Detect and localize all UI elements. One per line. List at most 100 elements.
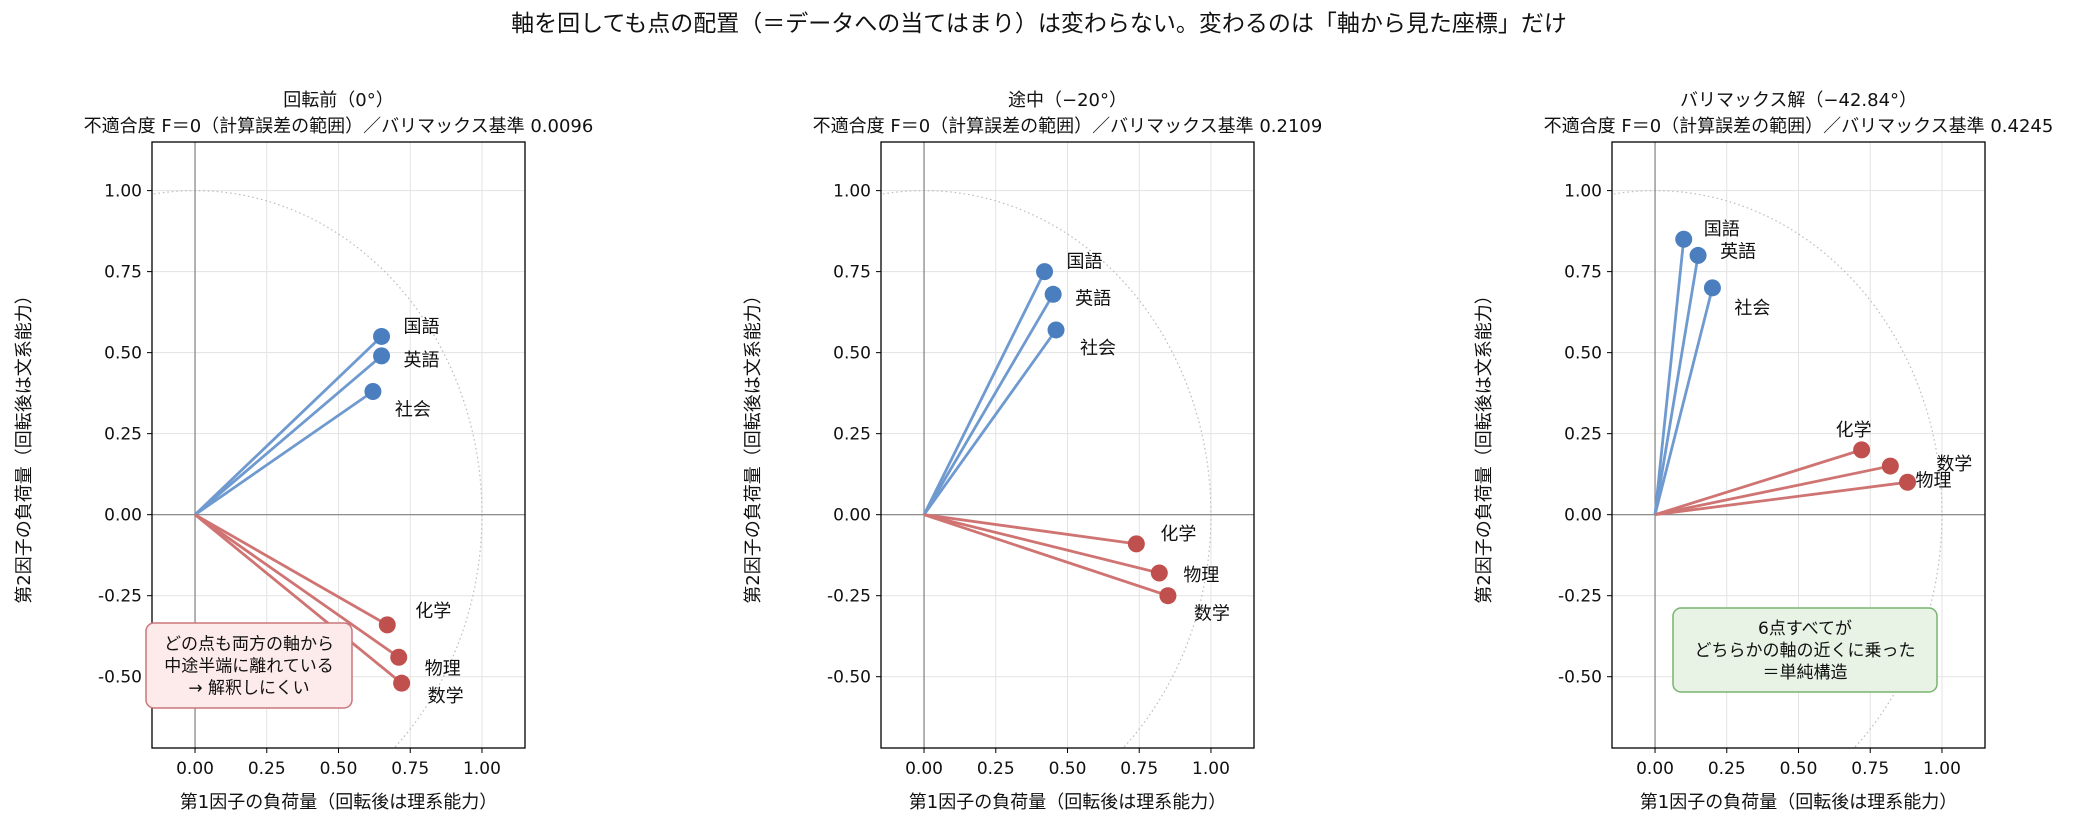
loading-vector (194, 513, 400, 659)
loading-point (1127, 535, 1145, 553)
loading-vector (1654, 448, 1863, 517)
y-tick-label: 0.25 (1564, 425, 1602, 445)
loading-point (378, 616, 396, 634)
point-label: 国語 (1067, 252, 1103, 273)
y-tick-label: -0.50 (98, 668, 142, 688)
x-tick-label: 0.25 (977, 759, 1015, 779)
y-tick-label: -0.50 (1558, 668, 1602, 688)
loading-point (373, 347, 391, 365)
x-tick-label: 0.00 (905, 759, 943, 779)
loading-point (1036, 263, 1054, 281)
loading-point (1899, 473, 1917, 491)
loading-point (373, 327, 391, 345)
loading-vector (923, 513, 1137, 546)
x-tick-label: 1.00 (463, 759, 501, 779)
panel-title: 途中（−20°） (1008, 90, 1127, 111)
loading-vector (923, 513, 1169, 598)
panel-title: バリマックス解（−42.84°） (1680, 90, 1917, 111)
loading-vector (922, 293, 1055, 516)
loading-vector (922, 329, 1058, 516)
loading-point (1047, 321, 1065, 339)
loading-point (1853, 441, 1871, 459)
x-axis-label: 第1因子の負荷量（回転後は理系能力） (1640, 792, 1957, 813)
loading-vector (923, 513, 1160, 575)
point-label: 国語 (404, 316, 440, 337)
point-label: 数学 (428, 686, 464, 707)
loading-vector (922, 271, 1046, 516)
loading-point (364, 383, 382, 401)
x-tick-label: 0.75 (1120, 759, 1158, 779)
x-tick-label: 0.25 (248, 759, 286, 779)
point-label: 化学 (1160, 524, 1196, 545)
x-tick-label: 0.50 (320, 759, 358, 779)
loading-vector (1653, 255, 1700, 515)
y-axis-label: 第2因子の負荷量（回転後は文系能力） (1474, 286, 1495, 603)
x-axis-label: 第1因子の負荷量（回転後は理系能力） (180, 792, 497, 813)
loading-vector (194, 354, 383, 516)
figure-title: 軸を回しても点の配置（＝データへの当てはまり）は変わらない。変わるのは「軸から見… (511, 11, 1567, 37)
x-tick-label: 0.75 (1851, 759, 1889, 779)
y-tick-label: -0.50 (827, 668, 871, 688)
x-tick-label: 0.25 (1708, 759, 1746, 779)
point-label: 社会 (1080, 338, 1116, 359)
y-tick-label: 0.00 (833, 506, 871, 526)
y-tick-label: 1.00 (104, 182, 142, 202)
x-axis-label: 第1因子の負荷量（回転後は理系能力） (909, 792, 1226, 813)
point-label: 数学 (1936, 454, 1972, 475)
loading-point (390, 648, 408, 666)
point-label: 英語 (404, 350, 440, 371)
point-label: 英語 (1720, 241, 1756, 262)
loading-point (393, 674, 411, 692)
y-tick-label: -0.25 (1558, 587, 1602, 607)
x-tick-label: 1.00 (1923, 759, 1961, 779)
y-tick-label: 1.00 (833, 182, 871, 202)
y-axis-label: 第2因子の負荷量（回転後は文系能力） (743, 286, 764, 603)
panel-subtitle: 不適合度 F＝0（計算誤差の範囲）／バリマックス基準 0.2109 (813, 116, 1323, 137)
unit-circle (152, 190, 483, 748)
point-label: 物理 (425, 658, 461, 679)
y-tick-label: 1.00 (1564, 182, 1602, 202)
loading-point (1044, 285, 1062, 303)
panel-subtitle: 不適合度 F＝0（計算誤差の範囲）／バリマックス基準 0.4245 (1544, 116, 2054, 137)
loading-vector (194, 513, 388, 627)
annotation-background (1672, 607, 1938, 693)
y-tick-label: 0.25 (104, 425, 142, 445)
annotation-line: 中途半端に離れている (164, 657, 334, 677)
panel-title: 回転前（0°） (283, 90, 393, 111)
x-tick-label: 0.50 (1780, 759, 1818, 779)
loading-vector (194, 335, 383, 516)
loading-point (1675, 230, 1693, 248)
loading-point (1159, 587, 1177, 605)
point-label: 数学 (1194, 604, 1230, 625)
y-tick-label: 0.50 (104, 344, 142, 364)
y-tick-label: -0.25 (98, 587, 142, 607)
x-tick-label: 1.00 (1192, 759, 1230, 779)
point-label: 英語 (1075, 288, 1111, 309)
loading-point (1689, 246, 1707, 264)
y-tick-label: 0.00 (1564, 506, 1602, 526)
point-label: 化学 (415, 601, 451, 622)
annotation-background (145, 622, 353, 709)
loading-vector (1653, 287, 1714, 516)
loading-vector (1654, 464, 1891, 517)
x-tick-label: 0.00 (176, 759, 214, 779)
loading-point (1703, 279, 1721, 297)
y-tick-label: 0.75 (833, 263, 871, 283)
loading-vector (194, 390, 374, 516)
loading-vector (1654, 480, 1908, 517)
point-label: 物理 (1183, 565, 1219, 586)
point-label: 国語 (1704, 219, 1740, 240)
y-tick-label: 0.75 (104, 263, 142, 283)
x-tick-label: 0.00 (1636, 759, 1674, 779)
loading-point (1150, 564, 1168, 582)
annotation-line: ＝単純構造 (1763, 663, 1848, 683)
annotation-line: 6点すべてが (1758, 619, 1852, 639)
y-tick-label: -0.25 (827, 587, 871, 607)
x-tick-label: 0.75 (391, 759, 429, 779)
panel-subtitle: 不適合度 F＝0（計算誤差の範囲）／バリマックス基準 0.0096 (84, 116, 594, 137)
y-tick-label: 0.00 (104, 506, 142, 526)
